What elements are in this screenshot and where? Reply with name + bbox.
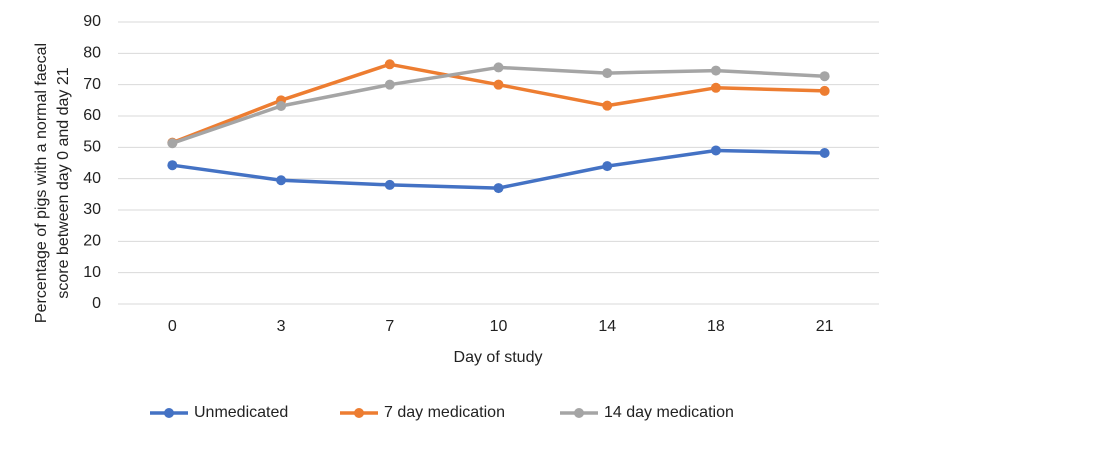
x-tick-label: 7 (385, 318, 394, 335)
y-axis-title: Percentage of pigs with a normal faecal … (33, 43, 72, 323)
data-point (493, 79, 504, 90)
y-tick-label: 90 (83, 13, 101, 30)
data-point (276, 100, 287, 111)
data-point (493, 62, 504, 73)
data-point (602, 161, 613, 172)
data-point (384, 59, 395, 70)
data-point (493, 183, 504, 194)
x-tick-label: 21 (816, 318, 834, 335)
data-point (819, 85, 830, 96)
data-point (710, 82, 721, 93)
data-point (819, 71, 830, 82)
legend-item: 14 day medication (560, 404, 734, 421)
legend-marker (164, 408, 174, 418)
y-tick-label: 80 (83, 45, 101, 62)
data-point (167, 138, 178, 149)
legend-label: 7 day medication (384, 404, 505, 421)
legend-item: Unmedicated (150, 404, 288, 421)
data-point (384, 79, 395, 90)
y-tick-label: 50 (83, 139, 101, 156)
legend-marker (574, 408, 584, 418)
data-point (167, 160, 178, 171)
y-tick-label: 20 (83, 233, 101, 250)
y-axis-title-line: Percentage of pigs with a normal faecal (33, 43, 50, 323)
legend-label: Unmedicated (194, 404, 288, 421)
data-point (710, 65, 721, 76)
y-axis-title-line: score between day 0 and day 21 (55, 67, 72, 298)
y-tick-label: 60 (83, 107, 101, 124)
x-tick-label: 18 (707, 318, 725, 335)
legend-label: 14 day medication (604, 404, 734, 421)
legend-item: 7 day medication (340, 404, 505, 421)
x-tick-label: 14 (598, 318, 616, 335)
legend-marker (354, 408, 364, 418)
x-tick-label: 10 (490, 318, 508, 335)
y-tick-label: 40 (83, 170, 101, 187)
series-line (171, 62, 825, 145)
data-point (602, 100, 613, 111)
data-point (276, 175, 287, 186)
y-tick-label: 10 (83, 264, 101, 281)
y-tick-label: 70 (83, 76, 101, 93)
x-tick-label: 0 (168, 318, 177, 335)
x-tick-label: 3 (277, 318, 286, 335)
y-tick-label: 30 (83, 201, 101, 218)
data-point (710, 145, 721, 156)
data-point (384, 179, 395, 190)
x-axis-title: Day of study (454, 349, 543, 366)
series-line (172, 148, 825, 190)
data-point (819, 147, 830, 158)
y-tick-label: 0 (92, 295, 101, 312)
data-point (602, 68, 613, 79)
